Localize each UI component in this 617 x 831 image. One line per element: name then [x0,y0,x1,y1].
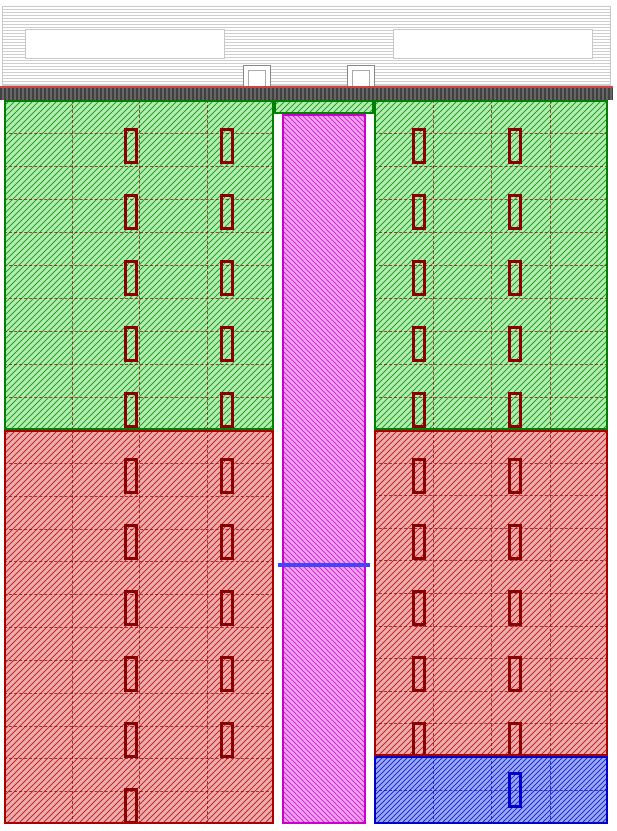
window-opening [220,326,234,362]
window-opening [220,392,234,428]
window-opening [412,524,426,560]
window-opening [220,194,234,230]
grid-line-v [550,756,551,824]
window-opening [220,458,234,494]
window-opening [508,326,522,362]
shaft-divider [278,563,370,567]
window-opening [508,194,522,230]
roof-parapet [2,6,611,86]
window-opening [412,656,426,692]
window-opening [220,722,234,758]
window-opening [508,260,522,296]
zone-blue-right [374,756,608,824]
zone-red-left [4,430,274,824]
grid-line-v [550,100,551,430]
window-opening [508,772,522,808]
roof-inset [25,29,225,59]
window-opening [412,392,426,428]
window-opening [220,524,234,560]
window-opening [124,194,138,230]
window-opening [508,392,522,428]
window-opening [124,260,138,296]
zone-magenta-shaft [282,114,366,824]
grid-line-v [207,100,208,430]
grid-line-v [72,430,73,824]
zone-green-gap-top [274,100,374,114]
zone-red-right [374,430,608,756]
window-opening [412,260,426,296]
roof-inset [393,29,593,59]
window-opening [412,458,426,494]
grid-line-v [72,100,73,430]
window-opening [124,656,138,692]
grid-line-v [550,430,551,756]
grid-line-v [433,430,434,756]
window-opening [124,392,138,428]
window-opening [124,524,138,560]
zone-green-right [374,100,608,430]
grid-line-v [139,430,140,824]
grid-line-v [433,756,434,824]
window-opening [412,194,426,230]
window-opening [412,128,426,164]
window-opening [124,590,138,626]
window-opening [124,788,138,824]
grid-line-v [207,430,208,824]
window-opening [220,656,234,692]
window-opening [124,128,138,164]
window-opening [412,590,426,626]
window-opening [508,458,522,494]
window-opening [412,722,426,758]
grid-line-v [491,100,492,430]
window-opening [508,524,522,560]
window-opening [220,590,234,626]
window-opening [124,722,138,758]
elevation-diagram [0,0,617,831]
window-opening [220,260,234,296]
window-opening [220,128,234,164]
window-opening [124,326,138,362]
grid-line-v [139,100,140,430]
parapet-band [0,86,613,100]
zone-green-left [4,100,274,430]
window-opening [124,458,138,494]
grid-line-v [491,756,492,824]
grid-line-v [491,430,492,756]
window-opening [508,722,522,758]
window-opening [508,128,522,164]
window-opening [508,590,522,626]
grid-line-v [433,100,434,430]
window-opening [412,326,426,362]
window-opening [508,656,522,692]
